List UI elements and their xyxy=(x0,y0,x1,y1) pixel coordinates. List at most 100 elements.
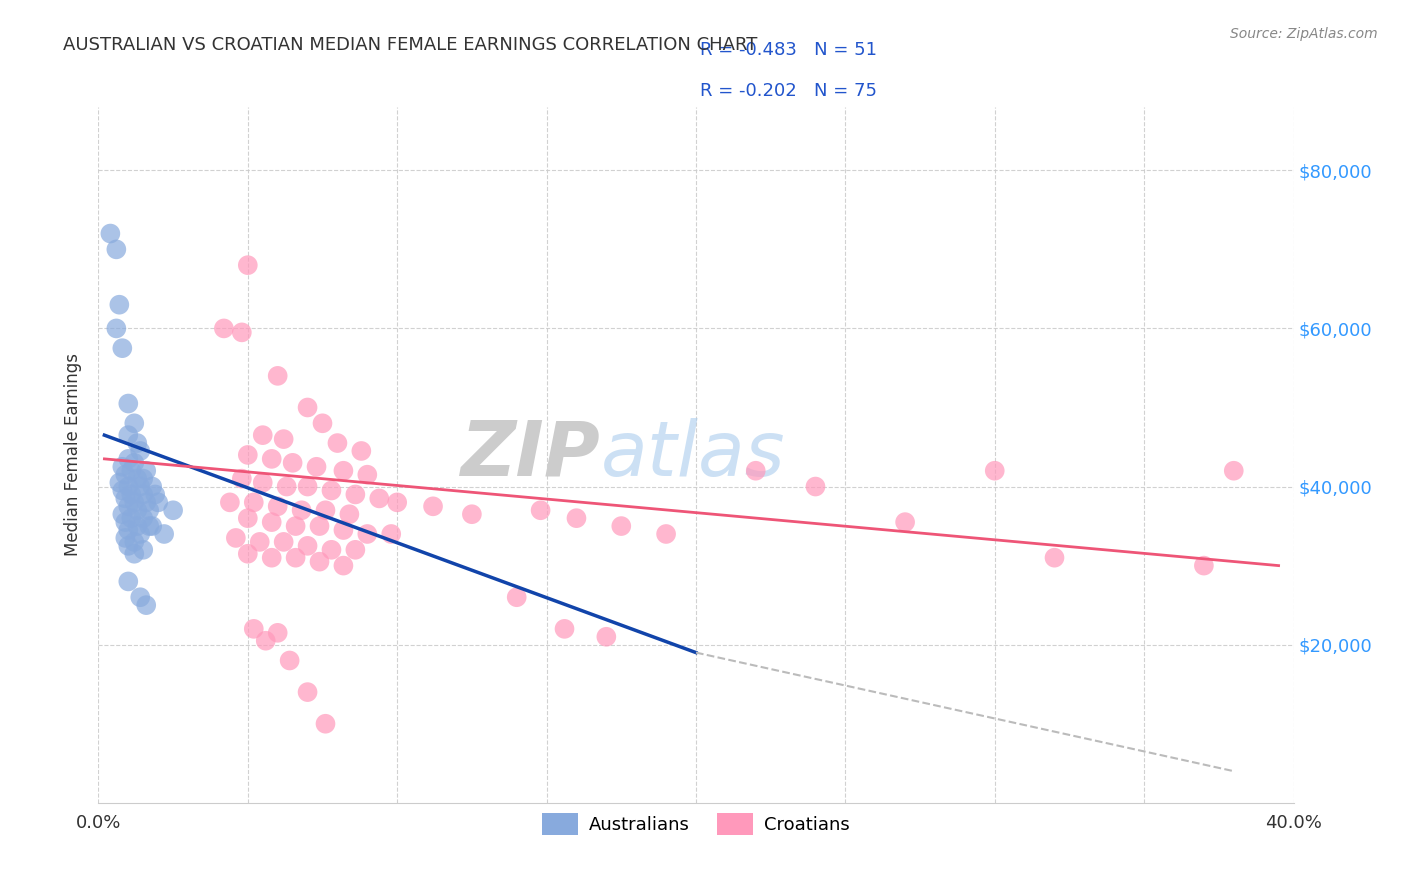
Point xyxy=(231,472,253,486)
Text: Source: ZipAtlas.com: Source: ZipAtlas.com xyxy=(1230,27,1378,41)
Point xyxy=(655,527,678,541)
Point xyxy=(114,467,136,482)
Point xyxy=(98,227,122,241)
Point xyxy=(105,321,128,335)
Point xyxy=(117,523,139,537)
Point xyxy=(284,519,307,533)
Point xyxy=(129,444,152,458)
Point xyxy=(138,503,160,517)
Point xyxy=(276,479,298,493)
Point xyxy=(422,500,444,514)
Legend: Australians, Croatians: Australians, Croatians xyxy=(534,806,858,842)
Point xyxy=(249,534,271,549)
Text: atlas: atlas xyxy=(600,418,785,491)
Point xyxy=(595,630,617,644)
Point xyxy=(273,432,295,446)
Point xyxy=(315,503,337,517)
Point xyxy=(297,479,319,493)
Point xyxy=(243,622,266,636)
Point xyxy=(117,539,139,553)
Point xyxy=(114,531,136,545)
Point xyxy=(138,519,160,533)
Point xyxy=(297,401,319,415)
Point xyxy=(1043,550,1066,565)
Point xyxy=(305,459,328,474)
Point xyxy=(120,511,142,525)
Point xyxy=(153,527,176,541)
Point xyxy=(236,258,259,272)
Point xyxy=(111,483,134,498)
Point xyxy=(141,479,163,493)
Point xyxy=(135,598,157,612)
Point xyxy=(105,243,128,257)
Point xyxy=(332,464,354,478)
Point xyxy=(278,653,301,667)
Point xyxy=(267,625,290,640)
Point xyxy=(127,472,149,486)
Point xyxy=(135,495,157,509)
Point xyxy=(236,511,259,525)
Point xyxy=(356,467,378,482)
Point xyxy=(326,436,349,450)
Point xyxy=(273,534,295,549)
Point xyxy=(129,479,152,493)
Point xyxy=(297,539,319,553)
Point xyxy=(267,500,290,514)
Point xyxy=(117,396,139,410)
Point xyxy=(368,491,391,506)
Y-axis label: Median Female Earnings: Median Female Earnings xyxy=(65,353,83,557)
Point xyxy=(252,428,274,442)
Text: AUSTRALIAN VS CROATIAN MEDIAN FEMALE EARNINGS CORRELATION CHART: AUSTRALIAN VS CROATIAN MEDIAN FEMALE EAR… xyxy=(63,36,758,54)
Point xyxy=(219,495,242,509)
Text: ZIP: ZIP xyxy=(461,418,600,491)
Point xyxy=(344,542,367,557)
Point xyxy=(117,574,139,589)
Point xyxy=(162,503,184,517)
Point xyxy=(554,622,576,636)
Point xyxy=(127,436,149,450)
Point xyxy=(297,685,319,699)
Point xyxy=(132,542,155,557)
Point xyxy=(252,475,274,490)
Point xyxy=(315,716,337,731)
Point xyxy=(243,495,266,509)
Point xyxy=(124,495,146,509)
Point xyxy=(1223,464,1246,478)
Point xyxy=(281,456,304,470)
Point xyxy=(120,487,142,501)
Point xyxy=(308,519,330,533)
Point xyxy=(260,515,283,529)
Point xyxy=(141,519,163,533)
Point xyxy=(135,464,157,478)
Point xyxy=(124,547,146,561)
Point xyxy=(236,448,259,462)
Point xyxy=(321,542,343,557)
Point xyxy=(117,479,139,493)
Point xyxy=(332,523,354,537)
Point xyxy=(260,451,283,466)
Point xyxy=(745,464,768,478)
Point xyxy=(124,534,146,549)
Point xyxy=(308,555,330,569)
Point xyxy=(804,479,827,493)
Point xyxy=(984,464,1007,478)
Point xyxy=(127,519,149,533)
Point xyxy=(111,341,134,355)
Point xyxy=(132,511,155,525)
Point xyxy=(117,428,139,442)
Point xyxy=(894,515,917,529)
Point xyxy=(236,547,259,561)
Point xyxy=(132,487,155,501)
Point xyxy=(610,519,633,533)
Point xyxy=(129,527,152,541)
Point xyxy=(506,591,529,605)
Point xyxy=(124,417,146,431)
Point xyxy=(260,550,283,565)
Point xyxy=(111,507,134,521)
Point xyxy=(332,558,354,573)
Point xyxy=(143,487,166,501)
Point xyxy=(1192,558,1215,573)
Point xyxy=(380,527,402,541)
Point xyxy=(117,451,139,466)
Point xyxy=(321,483,343,498)
